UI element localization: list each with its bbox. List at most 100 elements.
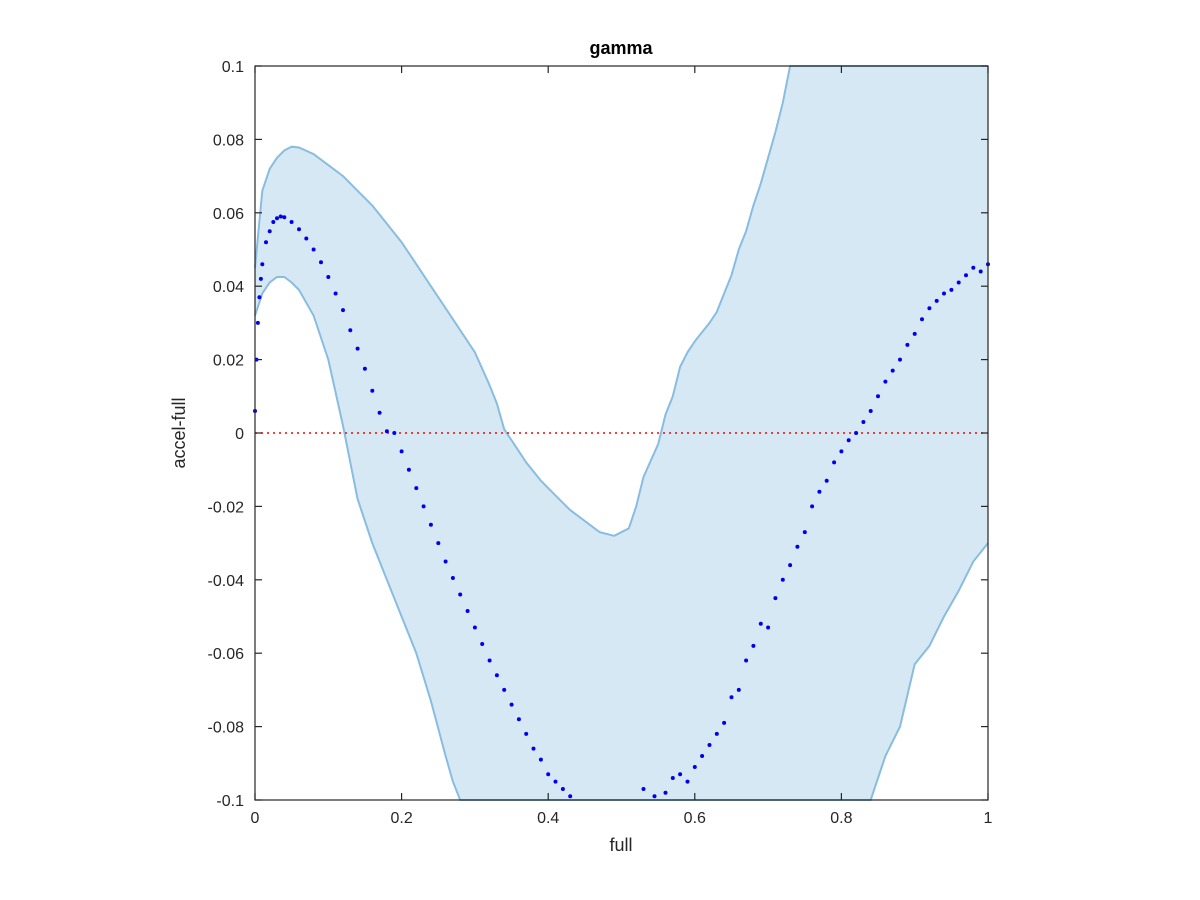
data-point — [538, 757, 543, 762]
data-point — [795, 544, 800, 549]
scatter-points — [253, 214, 990, 799]
data-point — [883, 379, 888, 384]
data-point — [927, 306, 932, 311]
data-point — [406, 467, 411, 472]
data-point — [729, 695, 734, 700]
data-point — [560, 787, 565, 791]
y-tick-label: 0.1 — [222, 59, 244, 76]
data-point — [758, 621, 763, 626]
data-point — [876, 394, 880, 399]
data-point — [568, 794, 573, 799]
data-point — [480, 642, 485, 646]
y-axis-label: accel-full — [169, 397, 189, 468]
data-point — [854, 431, 859, 435]
data-point — [377, 410, 382, 415]
data-point — [264, 240, 268, 245]
y-tick-label: 0.02 — [213, 353, 244, 370]
data-point — [297, 227, 301, 232]
data-point — [414, 486, 419, 491]
confidence-band-lower-line — [254, 276, 989, 801]
data-point — [670, 776, 675, 780]
data-point — [810, 504, 815, 509]
y-tick-label: -0.1 — [216, 793, 244, 810]
x-tick-label: 0.4 — [537, 810, 559, 827]
data-point — [278, 214, 283, 219]
data-point — [319, 260, 323, 265]
data-point — [641, 787, 646, 791]
data-point — [744, 658, 749, 663]
data-point — [333, 291, 338, 296]
data-point — [348, 328, 353, 333]
data-point — [260, 262, 265, 267]
y-tick-label: -0.04 — [208, 573, 245, 590]
data-point — [861, 420, 866, 424]
data-point — [890, 368, 895, 373]
x-ticks: 0 0.2 0.4 0.6 0.8 1 — [251, 66, 993, 827]
x-tick-label: 0.8 — [830, 810, 852, 827]
data-point — [370, 388, 375, 393]
data-point — [524, 731, 529, 736]
data-point — [700, 754, 705, 758]
data-point — [678, 772, 683, 777]
x-tick-label: 0.6 — [684, 810, 706, 827]
data-point — [839, 449, 844, 454]
y-tick-label: 0.04 — [213, 279, 244, 296]
data-point — [942, 291, 946, 296]
data-point — [399, 449, 404, 454]
data-point — [304, 236, 309, 241]
data-point — [502, 687, 507, 692]
data-point — [289, 220, 294, 224]
data-point — [978, 269, 983, 274]
data-point — [362, 366, 367, 371]
data-point — [898, 357, 902, 362]
y-tick-label: 0.06 — [213, 206, 244, 223]
data-point — [802, 530, 807, 535]
data-point — [436, 541, 441, 546]
data-point — [685, 779, 690, 784]
data-point — [868, 409, 873, 413]
data-point — [428, 522, 433, 527]
data-point — [905, 342, 910, 347]
data-point — [450, 576, 455, 580]
data-point — [553, 779, 558, 784]
data-point — [384, 429, 389, 434]
data-point — [311, 247, 316, 252]
data-point — [392, 431, 397, 435]
data-point — [443, 559, 448, 564]
y-tick-label: 0 — [235, 426, 244, 443]
data-point — [421, 504, 426, 509]
data-point — [255, 320, 260, 325]
data-point — [355, 346, 360, 351]
data-point — [846, 438, 851, 443]
y-tick-label: 0.08 — [213, 132, 244, 149]
data-point — [271, 220, 276, 224]
data-point — [971, 265, 976, 270]
data-point — [714, 731, 719, 736]
confidence-band-fill — [255, 66, 988, 800]
data-point — [707, 743, 712, 747]
y-ticks: -0.1 -0.08 -0.06 -0.04 -0.02 0 0.02 0.04 0.06 0.0… — [208, 59, 988, 810]
data-point — [487, 658, 492, 663]
chart-title: gamma — [589, 38, 653, 58]
data-point — [465, 609, 470, 613]
y-tick-label: -0.02 — [208, 499, 245, 516]
plot-area — [253, 65, 990, 801]
data-point — [788, 563, 793, 568]
data-point — [341, 308, 345, 313]
data-point — [766, 625, 771, 630]
axes: 0 0.2 0.4 0.6 0.8 1 -0.1 -0.08 -0.06 -0.04 -0.02 0… — [208, 59, 993, 827]
data-point — [912, 331, 917, 336]
data-point — [546, 772, 551, 777]
data-point — [817, 489, 822, 494]
data-point — [824, 478, 829, 483]
data-point — [934, 298, 939, 303]
data-point — [722, 720, 727, 725]
y-tick-label: -0.08 — [208, 720, 245, 737]
data-point — [949, 287, 954, 292]
x-tick-label: 1 — [984, 810, 993, 827]
data-point — [692, 765, 697, 769]
data-point — [780, 577, 785, 582]
x-axis-label: full — [609, 835, 632, 855]
data-point — [920, 317, 924, 322]
